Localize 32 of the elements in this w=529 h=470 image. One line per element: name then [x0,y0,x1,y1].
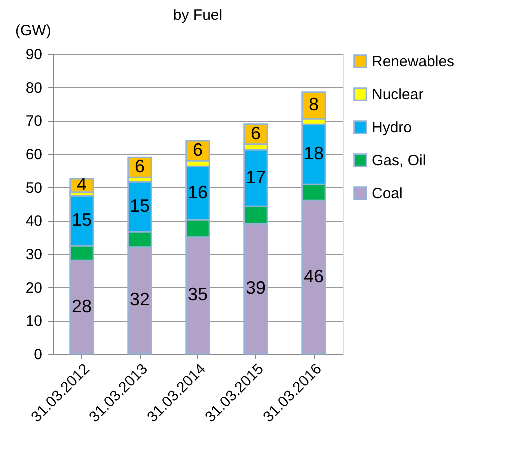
data-label: 46 [304,266,324,286]
chart-title: by Fuel [173,7,223,24]
y-tick-label: 60 [26,146,42,164]
y-axis-title: (GW) [16,22,52,40]
data-label: 15 [130,196,150,216]
data-label: 6 [250,123,262,144]
y-tick-label: 80 [26,80,42,97]
data-label: 32 [130,290,150,310]
data-label: 4 [76,174,88,195]
data-label: 18 [304,144,324,164]
y-tick-label: 10 [26,313,42,330]
y-tick-label: 30 [26,246,42,264]
legend-label: Renewables [372,54,455,70]
legend-label: Coal [372,186,403,202]
data-label: 16 [188,182,208,202]
y-tick-label: 0 [34,346,42,364]
data-label: 6 [192,140,204,160]
y-tick-label: 40 [26,213,42,230]
y-tick-label: 90 [26,46,42,64]
data-label: 39 [246,278,266,298]
data-label: 15 [72,210,92,230]
y-tick-label: 70 [26,113,42,130]
legend-label: Nuclear [372,86,424,104]
legend-label: Hydro [372,120,412,136]
data-label: 17 [246,167,266,188]
y-tick-label: 20 [26,280,42,297]
legend-label: Gas, Oil [372,152,426,170]
data-label: 8 [308,94,320,115]
data-label: 6 [134,156,146,177]
data-label: 28 [72,296,92,316]
y-tick-label: 50 [26,180,42,197]
data-label: 35 [188,284,208,305]
